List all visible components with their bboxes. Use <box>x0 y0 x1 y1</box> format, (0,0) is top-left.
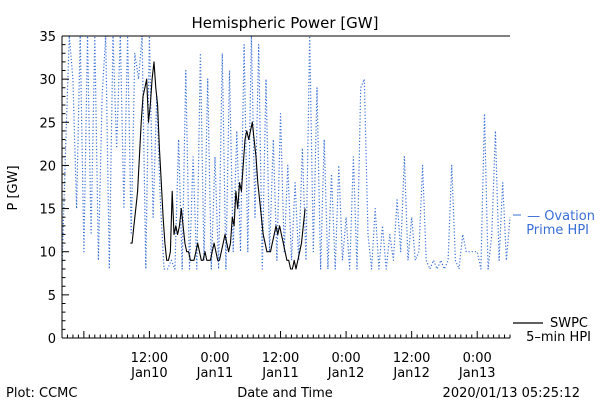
x-tick-label: 12:00 <box>262 351 299 366</box>
y-axis-label: P [GW] <box>6 165 21 210</box>
x-tick-label: 12:00 <box>393 351 430 366</box>
series-line-ovation-prime-hpi <box>61 35 511 270</box>
y-tick-label: 5 <box>48 289 56 304</box>
y-tick-label: 25 <box>39 116 56 131</box>
series-line-swpc-5-min-hpi <box>130 61 306 270</box>
x-axis-label: Date and Time <box>237 386 333 400</box>
legend-ovation-label-2: Prime HPI <box>526 223 589 238</box>
footer-timestamp: 2020/01/13 05:25:12 <box>443 386 580 400</box>
x-tick-date-label: Jan13 <box>458 366 496 381</box>
y-tick-label: 20 <box>39 159 56 174</box>
y-tick-label: 0 <box>48 332 56 347</box>
x-tick-date-label: Jan11 <box>196 366 234 381</box>
x-tick-date-label: Jan12 <box>392 366 430 381</box>
x-tick-date-label: Jan10 <box>130 366 168 381</box>
x-tick-label: 12:00 <box>131 351 168 366</box>
y-tick-label: 10 <box>39 246 56 261</box>
legend-swpc-label-2: 5–min HPI <box>526 330 591 345</box>
legend-ovation-label: — Ovation <box>527 209 595 224</box>
footer-credit: Plot: CCMC <box>6 386 77 400</box>
y-tick-label: 30 <box>39 73 56 88</box>
x-tick-label: 0:00 <box>331 351 360 366</box>
x-tick-label: 0:00 <box>200 351 229 366</box>
y-tick-label: 35 <box>39 30 56 45</box>
plot-area <box>61 35 511 270</box>
y-tick-label: 15 <box>39 203 56 218</box>
x-tick-date-label: Jan11 <box>261 366 299 381</box>
x-tick-label: 0:00 <box>463 351 492 366</box>
legend-swpc-label: SWPC <box>550 316 588 331</box>
axes: 0510152025303512:00Jan100:00Jan1112:00Ja… <box>39 30 511 381</box>
chart-title: Hemispheric Power [GW] <box>192 14 379 32</box>
x-tick-date-label: Jan12 <box>327 366 365 381</box>
